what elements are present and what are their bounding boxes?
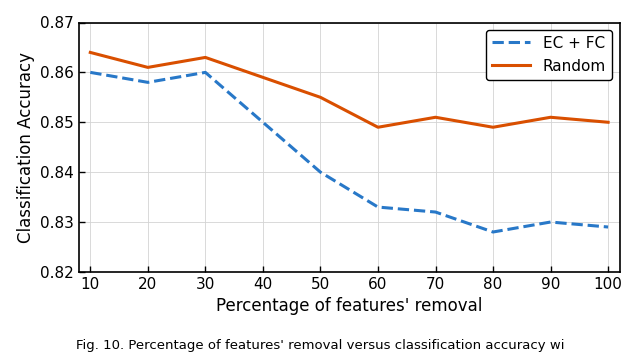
EC + FC: [144, 80, 152, 84]
Legend: EC + FC, Random: EC + FC, Random: [486, 30, 612, 80]
Random: [86, 50, 94, 55]
EC + FC: [86, 70, 94, 74]
Random: [202, 55, 209, 60]
EC + FC: [604, 225, 612, 229]
X-axis label: Percentage of features' removal: Percentage of features' removal: [216, 297, 483, 315]
Random: [144, 65, 152, 70]
Random: [547, 115, 554, 119]
Line: EC + FC: EC + FC: [90, 72, 608, 232]
EC + FC: [489, 230, 497, 234]
Random: [317, 95, 324, 100]
Random: [489, 125, 497, 129]
EC + FC: [547, 220, 554, 224]
Text: Fig. 10. Percentage of features' removal versus classification accuracy wi: Fig. 10. Percentage of features' removal…: [76, 340, 564, 352]
Random: [604, 120, 612, 124]
Random: [259, 75, 267, 79]
EC + FC: [374, 205, 382, 209]
EC + FC: [431, 210, 439, 214]
EC + FC: [202, 70, 209, 74]
Random: [374, 125, 382, 129]
Y-axis label: Classification Accuracy: Classification Accuracy: [17, 52, 35, 243]
EC + FC: [259, 120, 267, 124]
Line: Random: Random: [90, 53, 608, 127]
EC + FC: [317, 170, 324, 174]
Random: [431, 115, 439, 119]
